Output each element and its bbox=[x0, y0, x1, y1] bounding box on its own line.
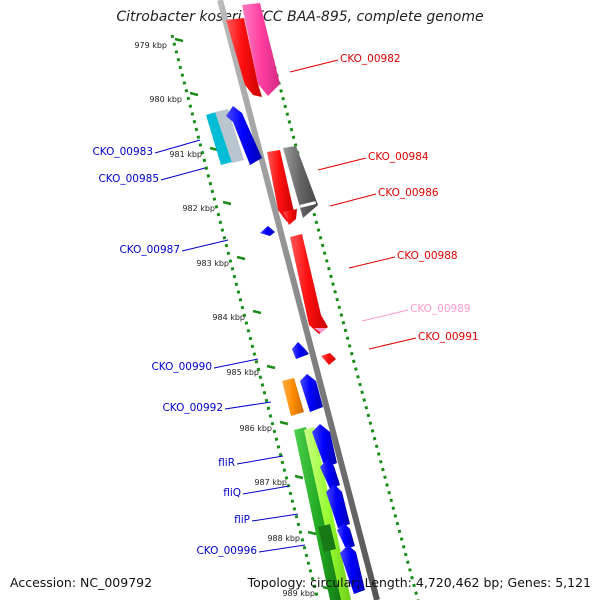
ruler-tick-label: 987 kbp bbox=[254, 478, 287, 487]
ruler-tick-label: 984 kbp bbox=[212, 313, 245, 322]
gene-arrow-cko-00987[interactable] bbox=[260, 226, 275, 236]
ruler-tick bbox=[307, 530, 317, 536]
ruler-labels: 979 kbp 980 kbp 981 kbp 982 kbp 983 kbp 984 k… bbox=[134, 41, 315, 598]
ruler-tick bbox=[266, 364, 276, 370]
gene-label-leader bbox=[317, 157, 367, 171]
gene-arrow-cko-00982-pink[interactable] bbox=[242, 3, 280, 96]
gene-arrow-cko-00982[interactable] bbox=[226, 18, 262, 97]
gene-label-leader bbox=[224, 401, 272, 410]
gene-label-leader bbox=[213, 358, 259, 369]
ruler-tick-label: 980 kbp bbox=[149, 95, 182, 104]
gene-label-leader bbox=[242, 485, 290, 495]
gene-label[interactable]: CKO_00982 bbox=[340, 53, 401, 65]
gene-label-leader bbox=[251, 513, 299, 522]
gene-label-leader bbox=[368, 337, 417, 350]
ruler-tick-label: 983 kbp bbox=[196, 259, 229, 268]
gene-arrow-extra-dark-green[interactable] bbox=[318, 524, 336, 552]
genome-summary-text: Topology: circular; Length: 4,720,462 bp… bbox=[247, 575, 591, 590]
gene-arrow-cko-00983-grey[interactable] bbox=[215, 109, 244, 163]
gene-label[interactable]: CKO_00984 bbox=[368, 151, 429, 163]
gene-label[interactable]: CKO_00991 bbox=[418, 331, 479, 343]
ruler-tick bbox=[294, 474, 304, 480]
gene-label[interactable]: CKO_00988 bbox=[397, 250, 458, 262]
gene-arrow-cko-00991[interactable] bbox=[321, 353, 336, 365]
gene-label[interactable]: CKO_00996 bbox=[196, 545, 257, 557]
gene-label[interactable]: fliR bbox=[218, 457, 235, 469]
reverse-strand-features bbox=[206, 106, 365, 600]
gene-label-leader bbox=[361, 309, 409, 322]
gene-arrow-cko-00989[interactable] bbox=[314, 328, 327, 333]
gene-label[interactable]: CKO_00992 bbox=[162, 402, 223, 414]
gene-labels: CKO_00982 CKO_00984 CKO_00986 CKO_00988 CKO_… bbox=[92, 53, 478, 557]
ruler-tick-label: 982 kbp bbox=[182, 204, 215, 213]
gene-arrow-flir[interactable] bbox=[312, 424, 337, 468]
ruler-tick-label: 985 kbp bbox=[226, 368, 259, 377]
gene-label-leader bbox=[160, 167, 206, 181]
gene-label-leader bbox=[181, 239, 229, 252]
gene-arrow-cko-00996-a[interactable] bbox=[337, 523, 355, 549]
gene-arrow-cko-00985[interactable] bbox=[226, 106, 262, 165]
gene-arrow-cko-00992[interactable] bbox=[300, 374, 323, 412]
gene-arrow-flip[interactable] bbox=[326, 484, 350, 528]
gene-arrow-flir-lime[interactable] bbox=[304, 427, 351, 600]
gene-label[interactable]: CKO_00983 bbox=[92, 146, 153, 158]
ruler-tick-label: 989 kbp bbox=[282, 589, 315, 598]
gene-arrow-cko-00996-b[interactable] bbox=[340, 545, 365, 594]
gene-arrow-cko-00988[interactable] bbox=[290, 234, 328, 334]
gene-arrow-cko-00986[interactable] bbox=[283, 146, 318, 218]
ruler-tick-label: 988 kbp bbox=[267, 534, 300, 543]
gene-arrow-flir-green[interactable] bbox=[294, 427, 343, 600]
gene-label-leader bbox=[329, 193, 377, 207]
gene-arrow-cko-00992-orange[interactable] bbox=[282, 378, 304, 416]
gene-segment-grey-divider bbox=[299, 201, 317, 208]
gene-label[interactable]: CKO_00989 bbox=[410, 303, 471, 315]
ruler-tick-label: 979 kbp bbox=[134, 41, 167, 50]
gene-arrow-cko-00983[interactable] bbox=[206, 112, 232, 165]
gene-arrow-cko-00986-small[interactable] bbox=[283, 209, 297, 225]
ruler-tick bbox=[279, 420, 289, 426]
ruler-track-left bbox=[170, 34, 320, 600]
gene-label-leader bbox=[258, 544, 306, 553]
forward-strand-features bbox=[226, 3, 336, 365]
gene-label-leader bbox=[289, 59, 339, 73]
gene-label[interactable]: CKO_00987 bbox=[119, 244, 180, 256]
gene-arrow-cko-00990[interactable] bbox=[292, 342, 309, 359]
genome-backbone bbox=[217, 0, 380, 600]
gene-label[interactable]: fliP bbox=[234, 514, 250, 526]
gene-label-leader bbox=[348, 256, 396, 269]
gene-label-leaders bbox=[154, 59, 417, 553]
ruler-tick-label: 986 kbp bbox=[239, 424, 272, 433]
ruler-tick-label: 981 kbp bbox=[169, 150, 202, 159]
gene-label[interactable]: CKO_00990 bbox=[151, 361, 212, 373]
ruler-tick bbox=[222, 200, 232, 206]
ruler-tick bbox=[174, 37, 184, 43]
gene-label[interactable]: fliQ bbox=[223, 487, 241, 499]
accession-text: Accession: NC_009792 bbox=[10, 575, 153, 590]
map-title: Citrobacter koseri ATCC BAA-895, complet… bbox=[116, 9, 484, 25]
gene-arrow-cko-00984[interactable] bbox=[267, 150, 294, 222]
ruler-tick bbox=[236, 255, 246, 261]
gene-label-leader bbox=[236, 455, 284, 465]
gene-label[interactable]: CKO_00986 bbox=[378, 187, 439, 199]
ruler-tick bbox=[252, 309, 262, 315]
gene-label[interactable]: CKO_00985 bbox=[98, 173, 159, 185]
gene-label-leader bbox=[154, 139, 201, 154]
gene-arrow-fliq[interactable] bbox=[320, 460, 340, 489]
ruler-tick bbox=[189, 91, 199, 97]
